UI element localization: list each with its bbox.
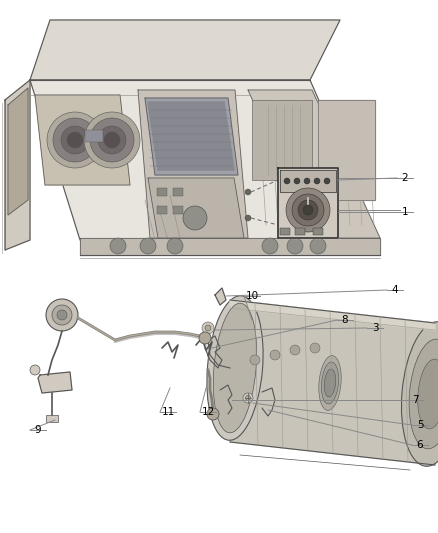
- Bar: [295, 228, 305, 235]
- Bar: [252, 100, 312, 180]
- Polygon shape: [35, 95, 130, 185]
- Circle shape: [183, 206, 207, 230]
- Bar: [157, 188, 167, 196]
- Circle shape: [304, 178, 310, 184]
- Circle shape: [104, 132, 120, 148]
- Circle shape: [243, 393, 253, 403]
- Bar: [280, 228, 290, 235]
- Polygon shape: [230, 300, 435, 465]
- Text: 7: 7: [412, 395, 418, 405]
- Polygon shape: [30, 20, 340, 80]
- Circle shape: [270, 350, 280, 360]
- Circle shape: [207, 408, 219, 420]
- Polygon shape: [38, 372, 72, 393]
- Bar: [157, 206, 167, 214]
- Circle shape: [292, 194, 324, 226]
- Circle shape: [98, 126, 126, 154]
- Circle shape: [90, 118, 134, 162]
- Text: 4: 4: [392, 285, 398, 295]
- Polygon shape: [138, 90, 248, 238]
- Circle shape: [294, 178, 300, 184]
- Polygon shape: [8, 88, 28, 215]
- Polygon shape: [230, 300, 435, 330]
- Text: 10: 10: [245, 291, 258, 301]
- Ellipse shape: [402, 322, 438, 466]
- Circle shape: [303, 205, 313, 215]
- Polygon shape: [148, 178, 244, 238]
- Polygon shape: [205, 336, 222, 368]
- Text: 9: 9: [35, 425, 41, 435]
- Circle shape: [202, 322, 214, 334]
- Circle shape: [310, 343, 320, 353]
- Circle shape: [140, 238, 156, 254]
- Ellipse shape: [213, 303, 257, 433]
- Circle shape: [245, 215, 251, 221]
- Bar: [173, 206, 183, 214]
- Ellipse shape: [319, 356, 341, 410]
- Circle shape: [250, 355, 260, 365]
- Text: 11: 11: [161, 407, 175, 417]
- Ellipse shape: [324, 369, 336, 397]
- Circle shape: [287, 238, 303, 254]
- Text: 12: 12: [201, 407, 215, 417]
- Circle shape: [47, 112, 103, 168]
- Polygon shape: [215, 288, 226, 305]
- Polygon shape: [248, 90, 380, 238]
- Polygon shape: [280, 170, 336, 192]
- Polygon shape: [278, 168, 338, 238]
- Circle shape: [284, 178, 290, 184]
- Circle shape: [245, 189, 251, 195]
- Text: 3: 3: [372, 323, 378, 333]
- Circle shape: [298, 200, 318, 220]
- Circle shape: [286, 188, 330, 232]
- Bar: [85, 130, 103, 142]
- Ellipse shape: [207, 296, 263, 440]
- Text: 8: 8: [342, 315, 348, 325]
- Polygon shape: [30, 80, 380, 240]
- Circle shape: [84, 112, 140, 168]
- Polygon shape: [80, 238, 380, 255]
- Circle shape: [310, 238, 326, 254]
- Circle shape: [61, 126, 89, 154]
- Circle shape: [52, 305, 72, 325]
- Circle shape: [110, 238, 126, 254]
- Polygon shape: [148, 102, 234, 170]
- Circle shape: [46, 299, 78, 331]
- Ellipse shape: [321, 362, 339, 404]
- Bar: [46, 415, 58, 422]
- Ellipse shape: [409, 339, 438, 449]
- Circle shape: [246, 395, 251, 400]
- Circle shape: [167, 238, 183, 254]
- Text: 6: 6: [417, 440, 423, 450]
- Circle shape: [57, 310, 67, 320]
- Text: 1: 1: [402, 207, 408, 217]
- Text: 5: 5: [417, 420, 423, 430]
- Polygon shape: [145, 98, 238, 175]
- Ellipse shape: [418, 359, 438, 429]
- Text: 2: 2: [402, 173, 408, 183]
- Circle shape: [199, 332, 211, 344]
- Circle shape: [205, 325, 211, 331]
- Circle shape: [314, 178, 320, 184]
- Bar: [313, 228, 323, 235]
- Circle shape: [30, 365, 40, 375]
- Circle shape: [324, 178, 330, 184]
- Circle shape: [290, 345, 300, 355]
- Bar: [173, 188, 183, 196]
- Polygon shape: [5, 80, 30, 250]
- Circle shape: [53, 118, 97, 162]
- Circle shape: [67, 132, 83, 148]
- Circle shape: [262, 238, 278, 254]
- Polygon shape: [318, 100, 375, 200]
